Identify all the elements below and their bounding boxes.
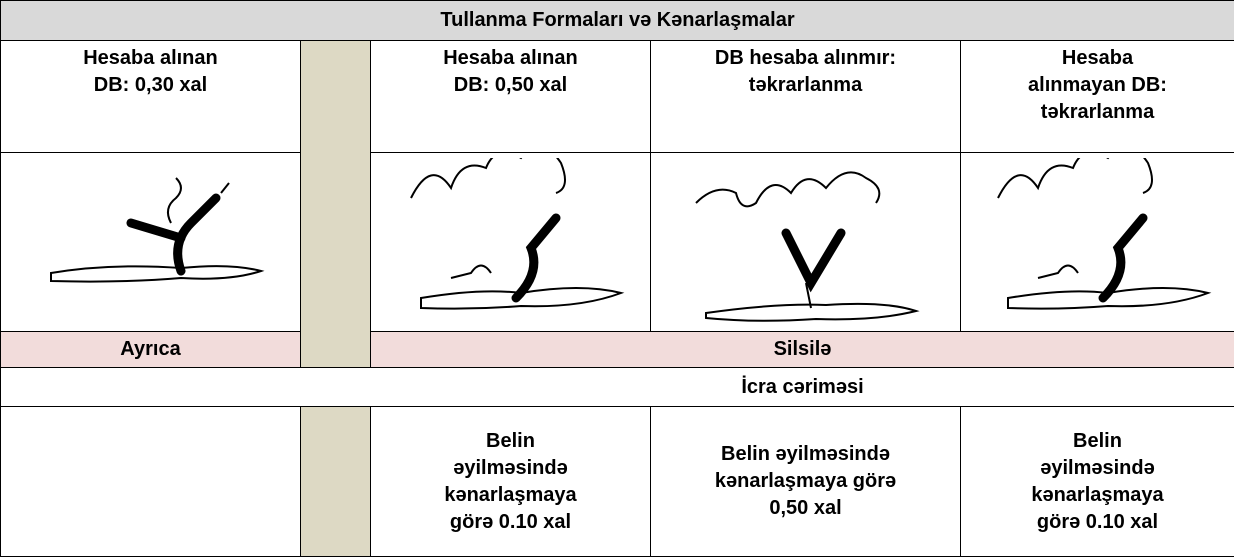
text-line: Belin: [371, 428, 650, 455]
image-cell: [371, 153, 651, 332]
text-line: DB hesaba alınmır:: [651, 45, 960, 72]
image-cell: [651, 153, 961, 332]
figure: [978, 158, 1218, 318]
table-title: Tullanma Formaları və Kənarlaşmalar: [1, 1, 1234, 41]
figure: [676, 153, 936, 323]
text-line: Belin: [961, 428, 1234, 455]
text-line: əyilməsində: [371, 455, 650, 482]
image-cell: [1, 153, 301, 332]
text-line: Hesaba alınan: [1, 45, 300, 72]
group-label: Ayrıca: [1, 332, 301, 368]
text-line: DB: 0,50 xal: [371, 72, 650, 99]
text-line: kənarlaşmaya görə: [651, 468, 960, 495]
image-cell: [961, 153, 1234, 332]
header-cell: DB hesaba alınmır:təkrarlanma: [651, 41, 961, 153]
section-label: İcra cəriməsi: [1, 368, 1234, 407]
text-line: Belin əyilməsində: [651, 441, 960, 468]
text-line: kənarlaşmaya: [961, 482, 1234, 509]
text-line: alınmayan DB:: [961, 72, 1234, 99]
separator-cell: [301, 407, 371, 557]
text-line: görə 0.10 xal: [961, 509, 1234, 536]
text-line: Hesaba alınan: [371, 45, 650, 72]
group-label: Silsilə: [371, 332, 1234, 368]
text-line: əyilməsində: [961, 455, 1234, 482]
text-line: təkrarlanma: [961, 99, 1234, 126]
text-line: təkrarlanma: [651, 72, 960, 99]
separator-cell: [301, 41, 371, 368]
text-line: 0,50 xal: [651, 495, 960, 522]
figure: [31, 163, 271, 313]
text-line: kənarlaşmaya: [371, 482, 650, 509]
figure: [391, 158, 631, 318]
text-line: DB: 0,30 xal: [1, 72, 300, 99]
empty-cell: [1, 407, 301, 557]
text-line: görə 0.10 xal: [371, 509, 650, 536]
text-line: Hesaba: [961, 45, 1234, 72]
